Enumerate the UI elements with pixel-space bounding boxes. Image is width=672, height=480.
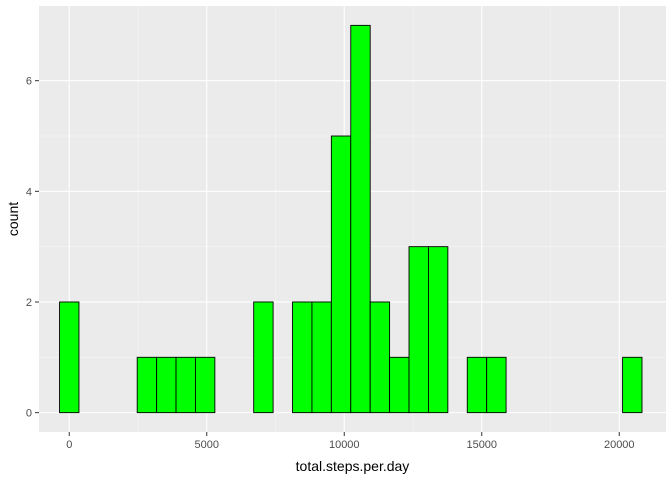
x-axis-title: total.steps.per.day <box>296 458 410 474</box>
histogram-bar <box>389 356 410 414</box>
y-tick-label: 4 <box>26 186 32 198</box>
histogram-bar <box>486 356 507 414</box>
histogram-bar <box>156 356 177 414</box>
x-tick-label: 5000 <box>195 439 219 451</box>
histogram-bar <box>622 356 643 414</box>
y-tick-label: 0 <box>26 408 32 420</box>
y-axis: 0 2 4 6 <box>26 76 39 420</box>
histogram-bar <box>136 356 158 414</box>
histogram-bar <box>369 301 391 414</box>
histogram-bars <box>59 24 643 414</box>
x-tick-label: 0 <box>66 439 72 451</box>
histogram-bar <box>466 356 488 414</box>
histogram-bar <box>175 356 196 414</box>
histogram-bar <box>350 24 371 414</box>
histogram-bar <box>408 246 429 414</box>
x-tick-label: 10000 <box>329 439 360 451</box>
histogram-bar <box>427 246 449 414</box>
histogram-bar <box>330 135 352 414</box>
x-tick-label: 20000 <box>604 439 635 451</box>
y-tick-label: 6 <box>26 76 32 88</box>
histogram-bar <box>311 301 332 414</box>
histogram-bar <box>59 301 80 414</box>
x-axis: 0 5000 10000 15000 20000 <box>66 432 635 451</box>
histogram-bar <box>253 301 274 414</box>
y-axis-title: count <box>5 202 21 236</box>
histogram-bar <box>292 301 313 414</box>
histogram-bar <box>194 356 216 414</box>
x-tick-label: 15000 <box>466 439 497 451</box>
y-tick-label: 2 <box>26 297 32 309</box>
